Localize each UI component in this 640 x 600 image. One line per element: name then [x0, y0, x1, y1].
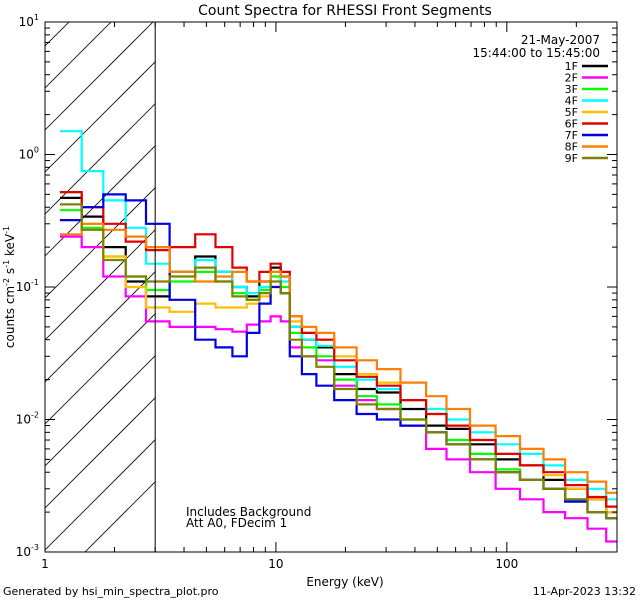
- footer-timestamp: 11-Apr-2023 13:32: [533, 585, 636, 598]
- y-tick-label: 100: [19, 146, 39, 162]
- x-tick-label: 1: [41, 557, 49, 571]
- hatch-line: [45, 22, 112, 89]
- legend-label-2f: 2F: [565, 72, 578, 85]
- annotation-background: Includes Background: [186, 505, 311, 519]
- x-tick-label: 10: [268, 557, 283, 571]
- legend-label-7f: 7F: [565, 129, 578, 142]
- time-range-label: 15:44:00 to 15:45:00: [473, 46, 600, 60]
- legend-label-3f: 3F: [565, 83, 578, 96]
- y-axis-label: counts cm-2 s-1 keV-1: [2, 226, 17, 348]
- legend-label-5f: 5F: [565, 106, 578, 119]
- hatch-line: [45, 22, 154, 131]
- legend-label-8f: 8F: [565, 141, 578, 154]
- y-tick-label: 101: [19, 13, 39, 29]
- legend-label-6f: 6F: [565, 118, 578, 131]
- y-tick-label: 10-3: [16, 543, 39, 559]
- x-axis-label: Energy (keV): [306, 575, 383, 589]
- series-line-8f: [59, 222, 617, 494]
- legend-label-4f: 4F: [565, 95, 578, 108]
- legend-label-1f: 1F: [565, 60, 578, 73]
- date-label: 21-May-2007: [521, 33, 600, 47]
- x-tick-label: 100: [495, 557, 518, 571]
- annotation-attenuator: Att A0, FDecim 1: [186, 516, 287, 530]
- generated-by-label: Generated by hsi_min_spectra_plot.pro: [3, 585, 219, 598]
- chart-title: Count Spectra for RHESSI Front Segments: [198, 3, 492, 19]
- legend-label-9f: 9F: [565, 152, 578, 165]
- y-tick-label: 10-2: [16, 411, 39, 427]
- y-tick-label: 10-1: [16, 278, 39, 294]
- series-line-9f: [59, 203, 617, 520]
